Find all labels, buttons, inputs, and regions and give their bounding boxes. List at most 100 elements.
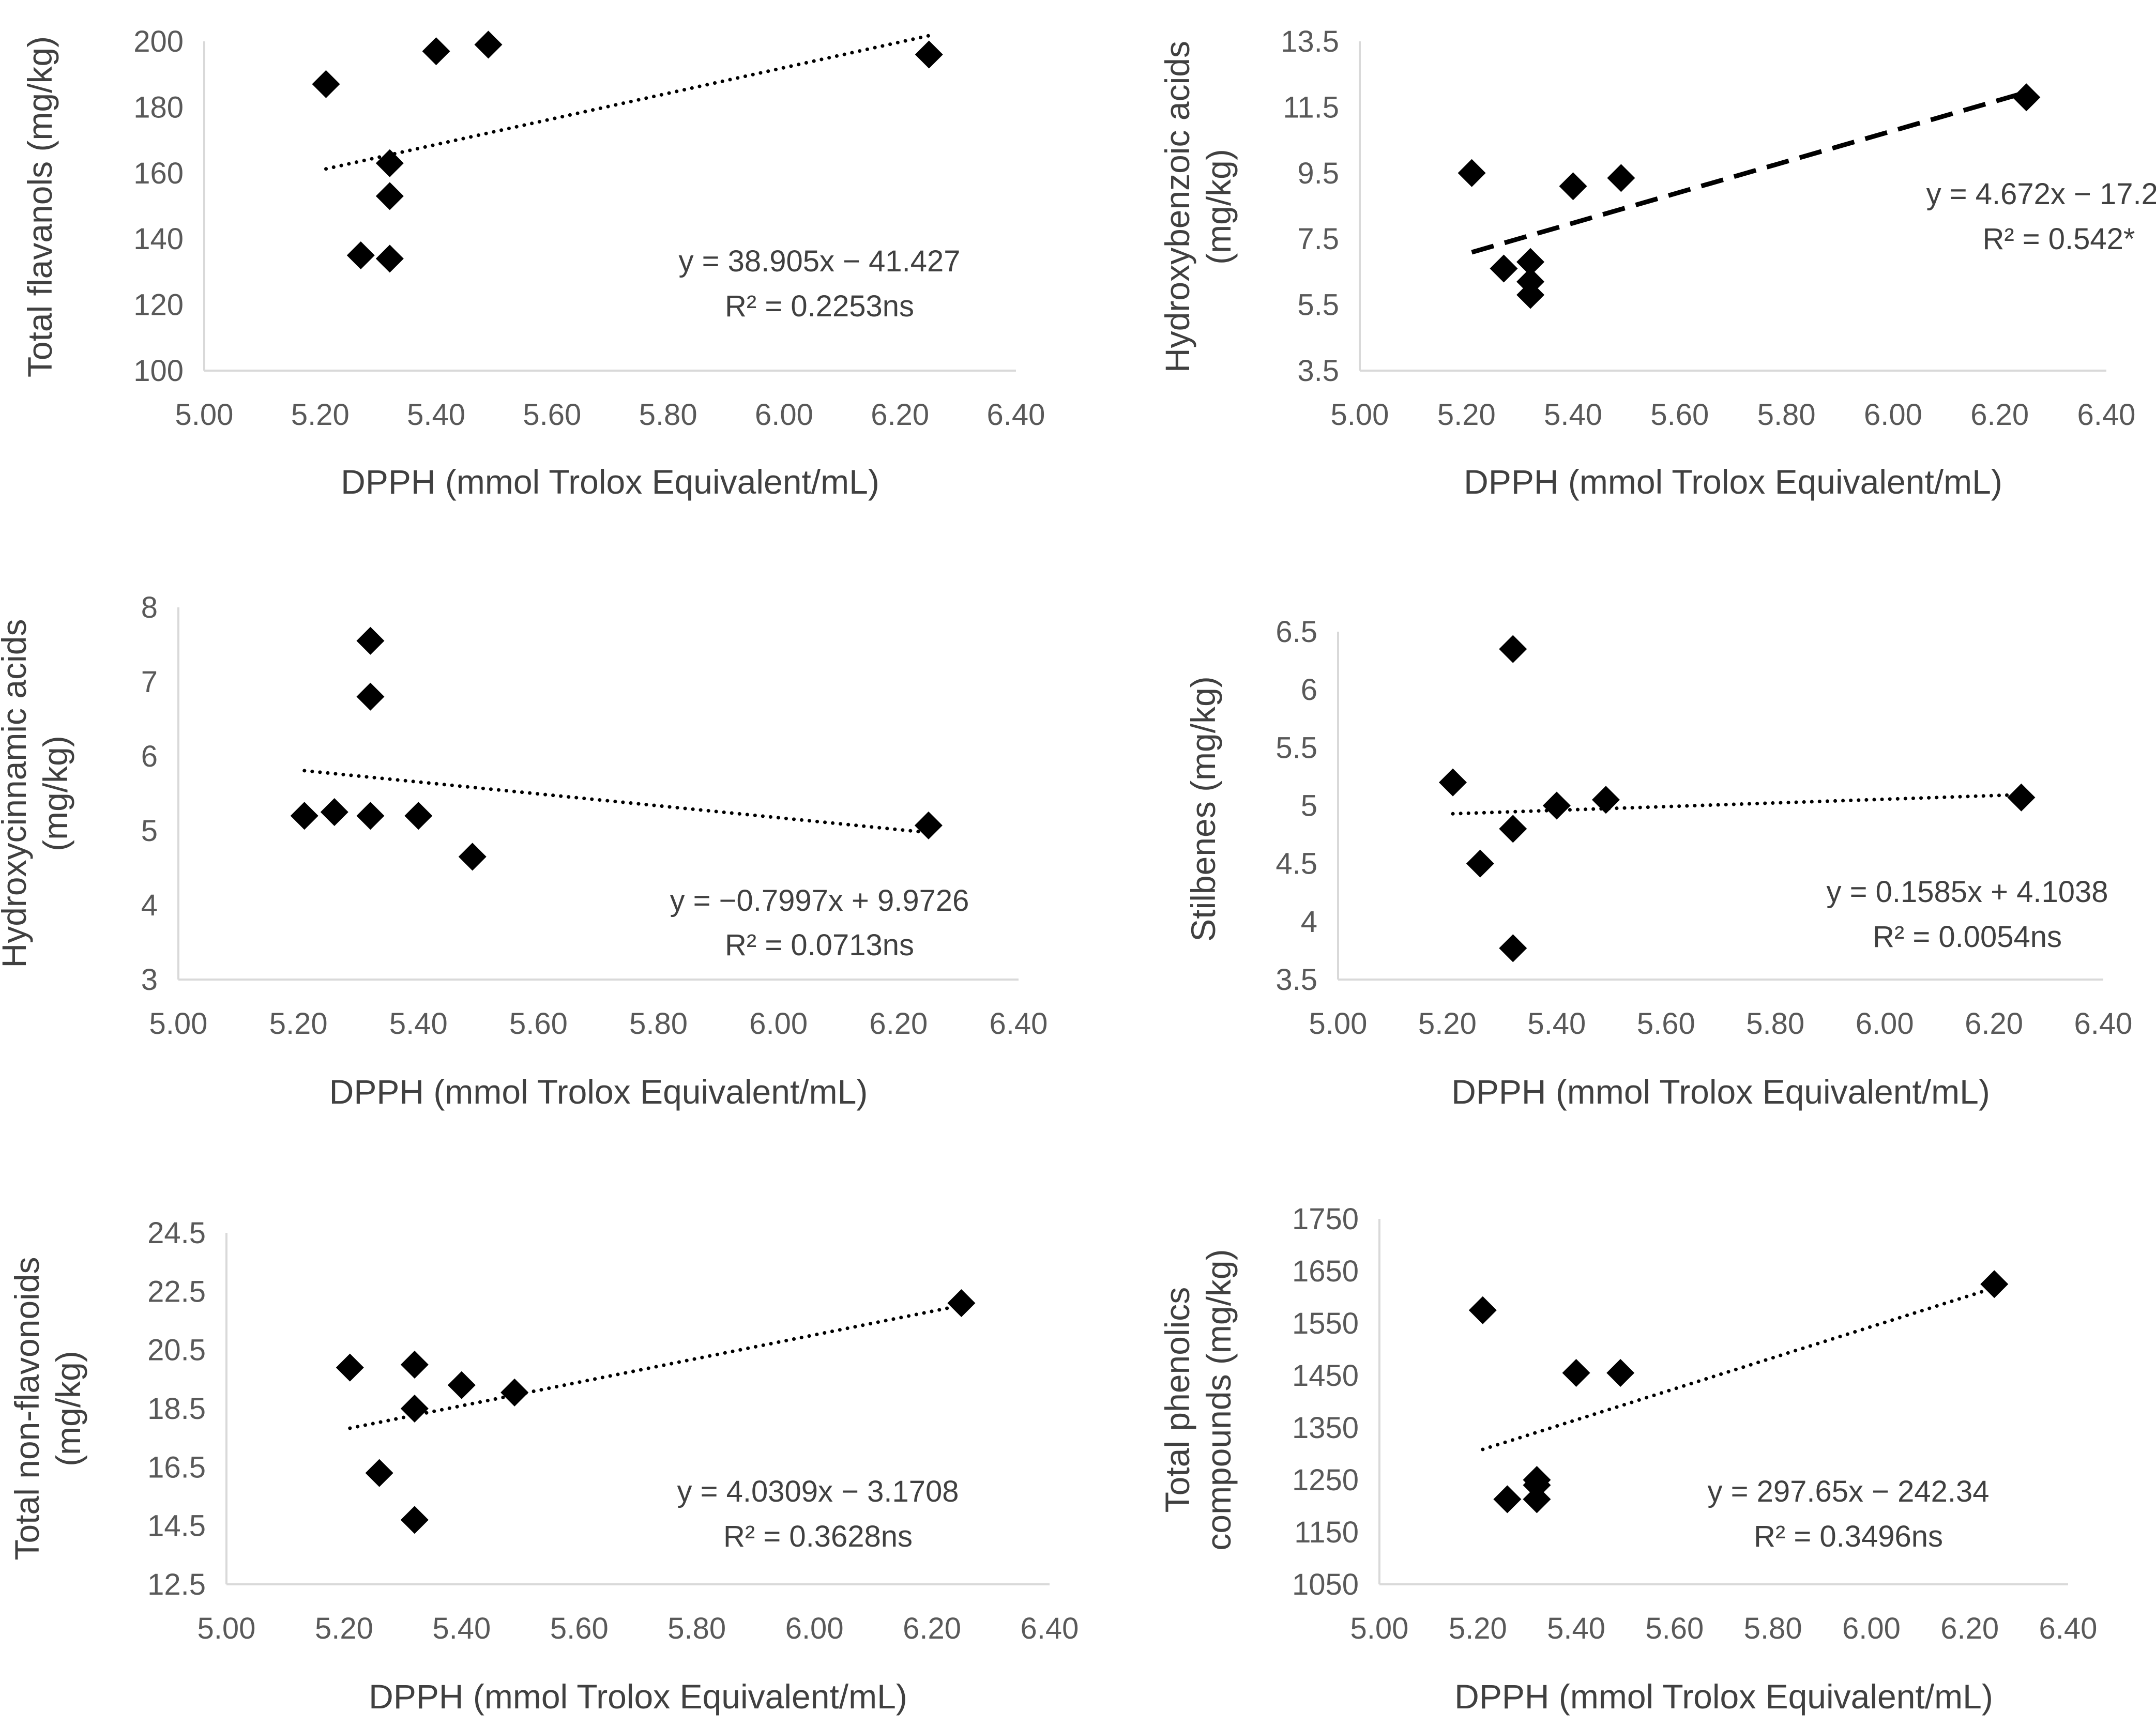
y-axis-label: (mg/kg) bbox=[36, 736, 74, 851]
data-point bbox=[1499, 635, 1527, 663]
y-axis-label: Hydroxybenzoic acids bbox=[1158, 41, 1196, 373]
x-tick-label: 5.60 bbox=[1650, 398, 1709, 432]
data-point bbox=[400, 1351, 429, 1379]
data-point bbox=[1523, 1485, 1551, 1514]
x-tick-label: 5.60 bbox=[509, 1007, 568, 1041]
y-tick-label: 4 bbox=[1301, 905, 1317, 939]
x-tick-label: 6.20 bbox=[1940, 1612, 1999, 1645]
y-tick-label: 1450 bbox=[1292, 1359, 1359, 1393]
data-point bbox=[346, 241, 375, 270]
x-axis-label: DPPH (mmol Trolox Equivalent/mL) bbox=[341, 463, 879, 501]
y-axis-label: Hydroxycinnamic acids bbox=[0, 619, 33, 968]
y-tick-label: 5 bbox=[141, 814, 158, 848]
trendline bbox=[324, 34, 931, 171]
trendline-equation: y = −0.7997x + 9.9726 bbox=[670, 884, 969, 918]
y-axis-label: Total phenolics bbox=[1158, 1287, 1196, 1513]
data-point bbox=[336, 1353, 364, 1382]
y-tick-label: 6.5 bbox=[1276, 615, 1317, 649]
y-tick-label: 120 bbox=[133, 288, 184, 322]
x-tick-label: 6.40 bbox=[2077, 398, 2136, 432]
x-tick-label: 5.40 bbox=[1527, 1007, 1586, 1041]
data-point bbox=[290, 802, 318, 830]
y-axis-label: Stilbenes (mg/kg) bbox=[1184, 676, 1222, 942]
y-tick-label: 20.5 bbox=[147, 1334, 206, 1367]
y-tick-label: 5 bbox=[1301, 789, 1317, 823]
x-tick-label: 6.20 bbox=[1965, 1007, 2023, 1041]
data-point bbox=[1980, 1270, 2009, 1298]
x-tick-label: 5.20 bbox=[291, 398, 350, 432]
data-point bbox=[1523, 1471, 1551, 1500]
x-tick-label: 5.80 bbox=[1746, 1007, 1804, 1041]
r-squared-label: R² = 0.0054ns bbox=[1873, 920, 2062, 954]
data-point bbox=[1516, 281, 1545, 309]
trendline-equation: y = 4.672x − 17.247 bbox=[1926, 177, 2156, 211]
y-tick-label: 1550 bbox=[1292, 1307, 1359, 1340]
y-tick-label: 6 bbox=[141, 740, 158, 773]
data-point bbox=[356, 682, 385, 711]
y-tick-label: 5.5 bbox=[1297, 288, 1339, 322]
x-tick-label: 5.40 bbox=[1544, 398, 1602, 432]
data-point bbox=[2012, 83, 2041, 112]
y-tick-label: 12.5 bbox=[147, 1568, 206, 1601]
x-tick-label: 6.40 bbox=[2074, 1007, 2133, 1041]
y-tick-label: 16.5 bbox=[147, 1450, 206, 1484]
data-point bbox=[400, 1506, 429, 1534]
y-axis-label: Total flavanols (mg/kg) bbox=[21, 36, 59, 377]
x-tick-label: 5.80 bbox=[629, 1007, 688, 1041]
y-tick-label: 5.5 bbox=[1276, 731, 1317, 765]
y-tick-label: 160 bbox=[133, 157, 184, 190]
r-squared-label: R² = 0.2253ns bbox=[725, 289, 914, 323]
x-tick-label: 5.00 bbox=[175, 398, 234, 432]
r-squared-label: R² = 0.542* bbox=[1982, 222, 2135, 256]
chart-panel-5: 5.00 5.20 5.40 5.60 5.80 6.00 6.20 6.40 12.5 14.5… bbox=[8, 1216, 1079, 1716]
data-point bbox=[1457, 159, 1486, 187]
x-axis-label: DPPH (mmol Trolox Equivalent/mL) bbox=[329, 1073, 868, 1111]
trendline bbox=[1471, 90, 2027, 255]
trendline bbox=[1481, 1286, 1996, 1451]
y-tick-label: 1050 bbox=[1292, 1568, 1359, 1601]
y-tick-label: 3.5 bbox=[1276, 963, 1317, 997]
y-axis-label: compounds (mg/kg) bbox=[1200, 1249, 1238, 1550]
data-point bbox=[947, 1289, 976, 1317]
x-tick-label: 6.20 bbox=[903, 1612, 961, 1645]
x-tick-label: 5.60 bbox=[523, 398, 581, 432]
data-point bbox=[1499, 815, 1527, 843]
data-point bbox=[422, 37, 450, 66]
data-point bbox=[1607, 164, 1635, 192]
chart-panel-6: 5.00 5.20 5.40 5.60 5.80 6.00 6.20 6.40 1050 1150… bbox=[1158, 1202, 2097, 1716]
x-axis-label: DPPH (mmol Trolox Equivalent/mL) bbox=[369, 1677, 907, 1716]
x-tick-label: 5.40 bbox=[1547, 1612, 1605, 1645]
x-tick-label: 6.00 bbox=[749, 1007, 808, 1041]
x-tick-label: 6.20 bbox=[869, 1007, 928, 1041]
y-tick-label: 200 bbox=[133, 25, 184, 58]
y-axis-label: (mg/kg) bbox=[49, 1351, 87, 1466]
y-tick-label: 140 bbox=[133, 222, 184, 256]
x-tick-label: 5.20 bbox=[1437, 398, 1496, 432]
x-tick-label: 6.40 bbox=[1021, 1612, 1079, 1645]
data-point bbox=[356, 802, 385, 830]
y-axis-label: (mg/kg) bbox=[1200, 149, 1238, 265]
data-point bbox=[474, 30, 503, 59]
y-tick-label: 11.5 bbox=[1283, 90, 1339, 124]
y-tick-label: 7.5 bbox=[1297, 222, 1339, 256]
trendline bbox=[348, 1303, 963, 1430]
x-tick-label: 5.00 bbox=[1350, 1612, 1409, 1645]
x-tick-label: 6.40 bbox=[2039, 1612, 2098, 1645]
y-tick-label: 9.5 bbox=[1297, 157, 1339, 190]
x-tick-label: 5.00 bbox=[149, 1007, 208, 1041]
x-tick-label: 5.20 bbox=[315, 1612, 373, 1645]
x-tick-label: 5.00 bbox=[198, 1612, 256, 1645]
y-tick-label: 1150 bbox=[1294, 1516, 1359, 1549]
y-tick-label: 6 bbox=[1301, 673, 1317, 707]
data-point bbox=[1468, 1296, 1497, 1324]
x-tick-label: 5.80 bbox=[1744, 1612, 1802, 1645]
r-squared-label: R² = 0.3628ns bbox=[723, 1520, 913, 1553]
r-squared-label: R² = 0.3496ns bbox=[1754, 1520, 1943, 1553]
x-tick-label: 6.00 bbox=[785, 1612, 844, 1645]
x-tick-label: 5.00 bbox=[1309, 1007, 1368, 1041]
trendline-equation: y = 297.65x − 242.34 bbox=[1708, 1475, 1990, 1508]
y-axis-label: Total non-flavonoids bbox=[8, 1257, 46, 1560]
data-point bbox=[365, 1459, 393, 1487]
data-point bbox=[447, 1371, 476, 1399]
